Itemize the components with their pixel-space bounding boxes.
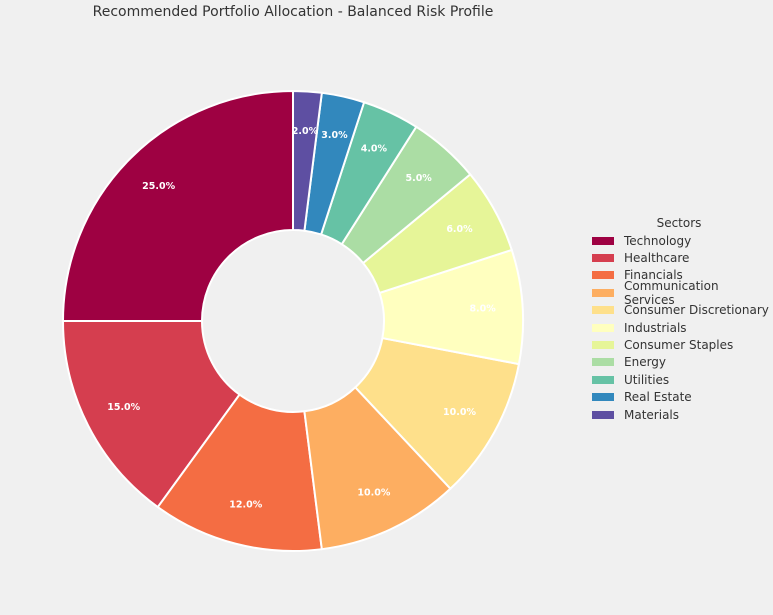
legend-swatch [592,323,614,332]
legend-label: Materials [624,407,680,422]
legend-label: Energy [624,355,667,370]
legend-swatch [592,393,614,402]
legend: Sectors Technology Healthcare Financials Co… [588,216,770,423]
slice-label-communication-services: 10.0% [357,487,390,498]
slice-technology [61,89,294,322]
legend-item-energy: Energy [588,354,770,371]
legend-item-consumer-staples: Consumer Staples [588,336,770,353]
legend-item-utilities: Utilities [588,371,770,388]
legend-item-communication-services: Communication Services [588,279,770,307]
legend-swatch [592,254,614,263]
slice-label-consumer-staples: 6.0% [446,224,473,235]
legend-label: Consumer Staples [624,338,734,353]
slice-labels-group: 25.0% 15.0% 12.0% 10.0% 10.0% 8.0% 6.0% 5.0% 4.0… [107,126,496,511]
slices-group [61,89,524,552]
legend-item-technology: Technology [588,232,770,249]
slice-label-utilities: 4.0% [361,144,388,155]
legend-item-materials: Materials [588,406,770,423]
legend-swatch [592,306,614,315]
legend-label: Technology [624,233,692,248]
legend-swatch [592,375,614,384]
slice-materials [292,89,323,232]
chart-title: Recommended Portfolio Allocation - Balan… [92,4,494,20]
legend-swatch [592,271,614,280]
legend-swatch [592,236,614,245]
legend-items: Technology Healthcare Financials Communicat… [588,232,770,423]
legend-item-real-estate: Real Estate [588,389,770,406]
legend-swatch [592,358,614,367]
slice-label-real-estate: 3.0% [321,130,348,141]
legend-label: Real Estate [624,390,692,405]
slice-healthcare [61,320,241,509]
slice-label-financials: 12.0% [229,500,262,511]
legend-swatch [592,410,614,419]
legend-label: Utilities [624,372,670,387]
legend-label: Financials [624,268,683,283]
legend-item-industrials: Industrials [588,319,770,336]
slice-label-industrials: 8.0% [469,304,496,315]
legend-item-consumer-discretionary: Consumer Discretionary [588,302,770,319]
slice-label-energy: 5.0% [405,173,432,184]
slice-financials [156,393,323,552]
legend-label: Communication Services [624,278,719,307]
legend-label: Industrials [624,320,687,335]
legend-title: Sectors [656,216,702,230]
legend-item-healthcare: Healthcare [588,249,770,266]
slice-label-healthcare: 15.0% [107,402,140,413]
slice-label-technology: 25.0% [142,181,175,192]
legend-swatch [592,288,614,297]
slice-label-materials: 2.0% [292,126,319,137]
legend-label: Healthcare [624,251,690,266]
legend-swatch [592,341,614,350]
legend-label: Consumer Discretionary [624,303,769,318]
donut-chart: 25.0% 15.0% 12.0% 10.0% 10.0% 8.0% 6.0% 5.0% 4.0… [61,89,524,552]
slice-label-consumer-discretionary: 10.0% [443,407,476,418]
legend-item-financials: Financials [588,267,770,284]
